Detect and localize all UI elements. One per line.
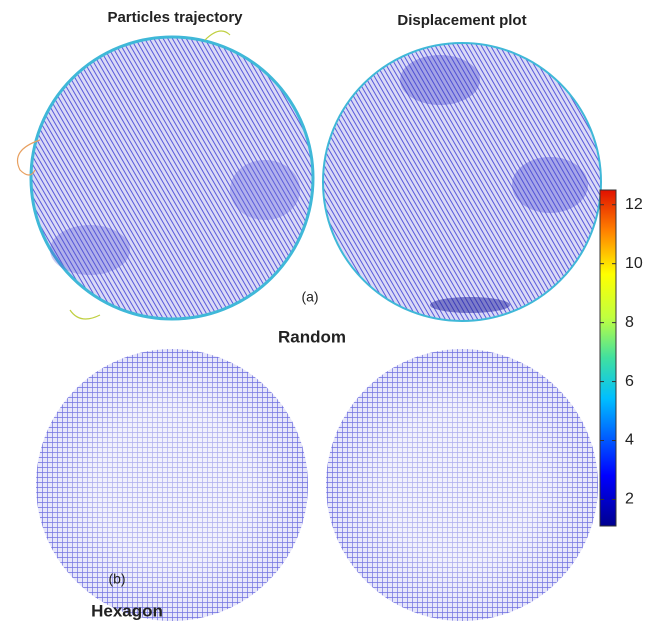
colorbar-tick-label: 6 — [625, 373, 634, 390]
hexagon-displacement-plot — [326, 349, 598, 621]
random-displacement-plot — [323, 43, 601, 321]
panel-label: (b) — [108, 571, 125, 587]
colorbar-tick-label: 8 — [625, 314, 634, 331]
page: {"columns": ["Particles trajectory", "Di… — [0, 0, 650, 629]
column-title: Displacement plot — [397, 12, 526, 29]
colorbar-tick-label: 2 — [625, 491, 634, 508]
colorbar-tick-label: 4 — [625, 432, 634, 449]
random-trajectory-plot — [18, 31, 314, 319]
colorbar — [600, 190, 616, 526]
hexagon-trajectory-plot — [36, 349, 308, 621]
colorbar-tick-label: 12 — [625, 196, 643, 213]
panel-label: (a) — [301, 289, 318, 305]
column-title: Particles trajectory — [107, 9, 243, 26]
panel-title: Hexagon — [91, 601, 163, 620]
figure: Particles trajectory Displacement plot (… — [0, 0, 650, 629]
panel-title: Random — [278, 327, 346, 346]
colorbar-tick-label: 10 — [625, 255, 643, 272]
